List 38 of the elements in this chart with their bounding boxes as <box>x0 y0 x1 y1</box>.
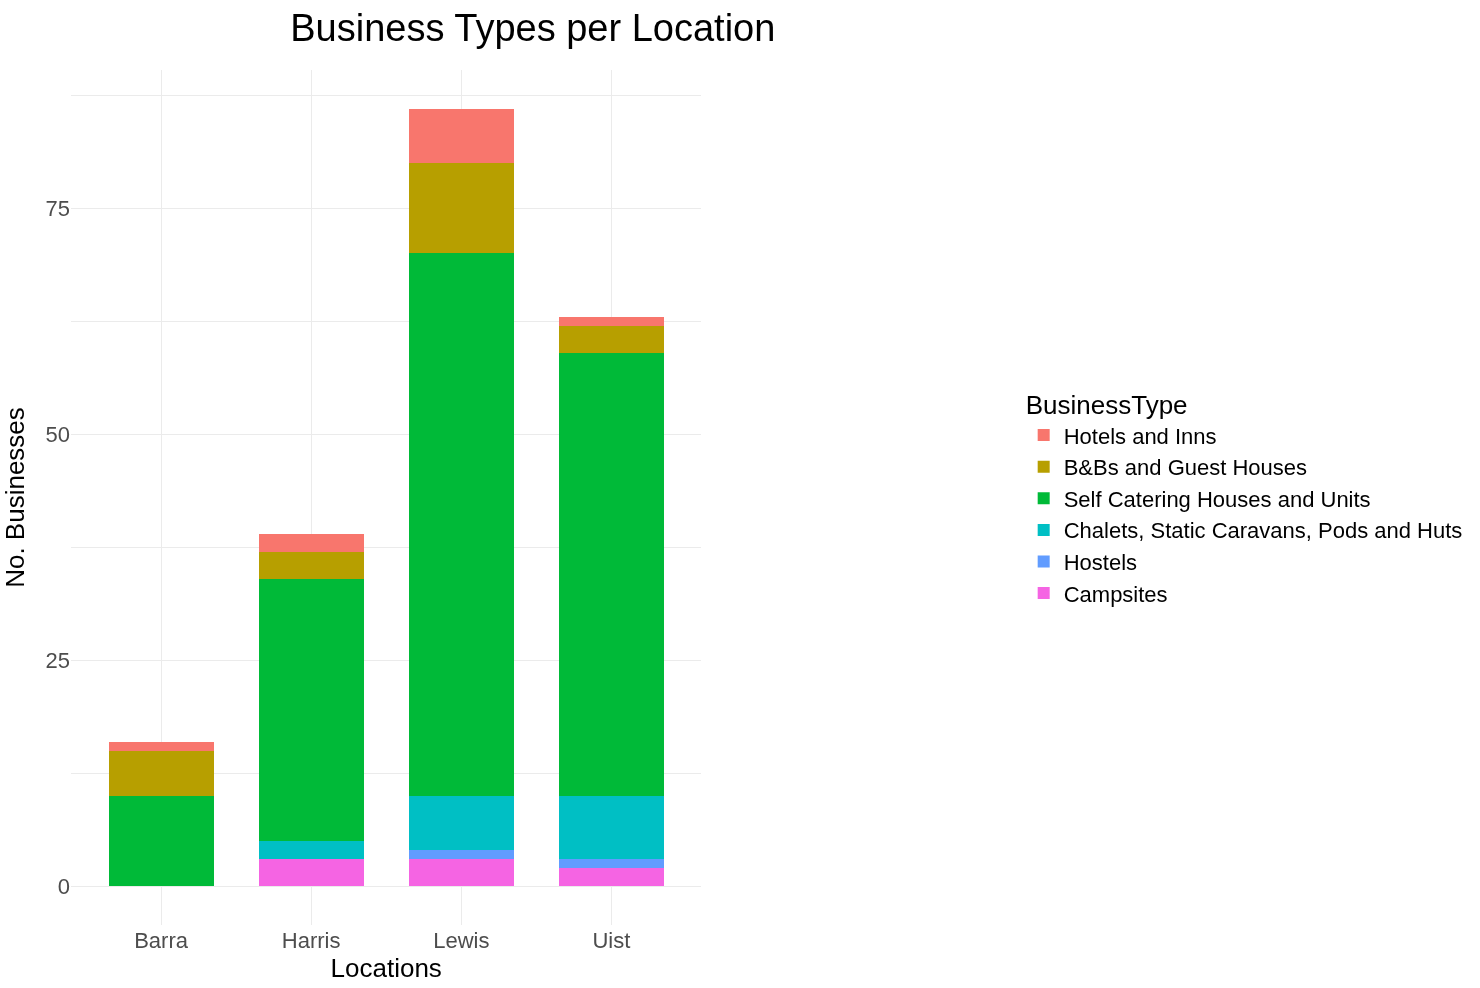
x-axis-title: Locations <box>330 953 442 983</box>
bar <box>558 868 664 887</box>
legend-label: B&Bs and Guest Houses <box>1063 455 1308 481</box>
y-axis-title: No. Businesses <box>0 407 30 588</box>
bar <box>558 316 664 326</box>
bar <box>408 163 514 254</box>
chart-title: Business Types per Location <box>290 7 776 50</box>
bar <box>108 795 214 887</box>
legend-label: Chalets, Static Caravans, Pods and Huts <box>1063 518 1463 544</box>
bar <box>408 849 514 860</box>
bar <box>408 795 514 850</box>
x-tick-label: Harris <box>281 928 341 953</box>
legend-label: Hostels <box>1063 550 1138 576</box>
legend-label: Campsites <box>1063 581 1168 607</box>
bar <box>258 551 364 579</box>
bar <box>558 859 664 869</box>
bar <box>108 750 214 796</box>
y-tick-label: 25 <box>45 647 70 673</box>
bar <box>558 795 664 860</box>
bar <box>258 859 364 887</box>
x-tick-label: Lewis <box>433 928 490 953</box>
bar <box>258 840 364 860</box>
x-tick-label: Uist <box>592 928 631 953</box>
x-tick-label: Barra <box>134 928 189 953</box>
legend-label: Self Catering Houses and Units <box>1063 486 1371 512</box>
y-tick-label: 75 <box>45 195 70 221</box>
bar <box>408 859 514 887</box>
bar <box>558 352 664 796</box>
bar <box>258 533 364 552</box>
legend-label: Hotels and Inns <box>1063 423 1217 449</box>
bar <box>258 578 364 841</box>
legend-title: BusinessType <box>1025 390 1188 421</box>
y-tick-label: 0 <box>57 873 70 899</box>
bar <box>108 741 214 751</box>
bar <box>558 325 664 353</box>
bar <box>408 253 514 796</box>
y-tick-label: 50 <box>45 421 70 447</box>
bar <box>408 108 514 164</box>
